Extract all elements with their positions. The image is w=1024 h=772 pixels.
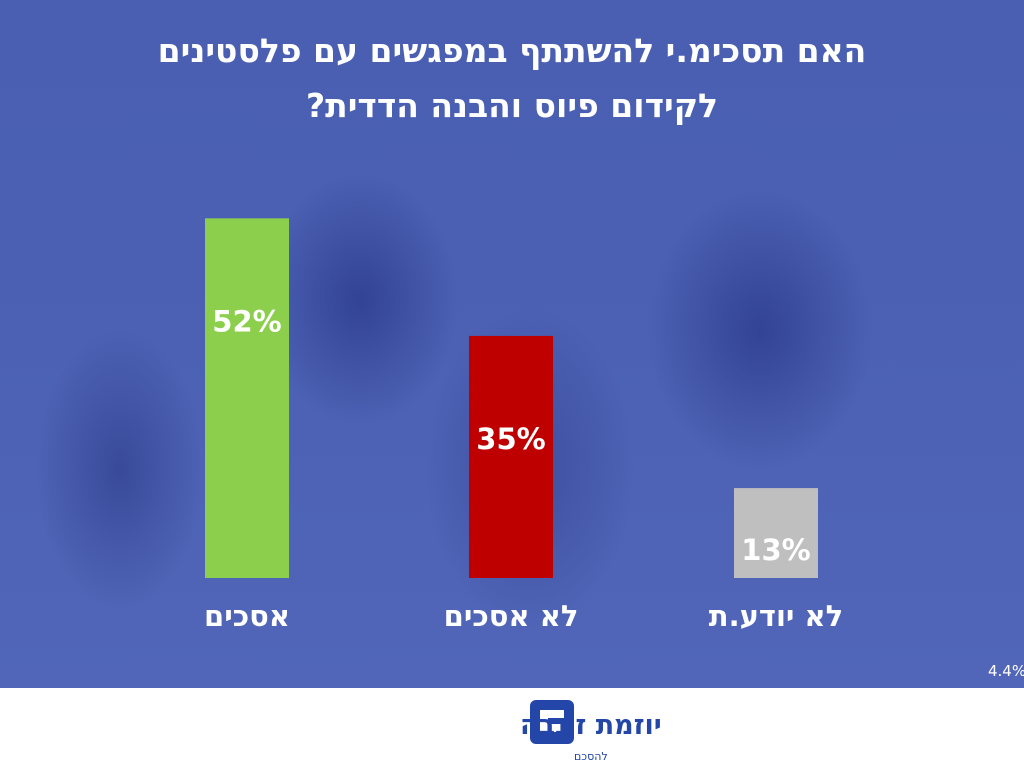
logo-name: יוזמת ז'נבה <box>520 710 662 741</box>
bar-chart: האם תסכימ.י להשתתף במפגשים עם פלסטינים ל… <box>158 31 1024 680</box>
logo: להסכם יוזמת ז'נבה <box>520 700 662 763</box>
chart-title-line-2: לקידום פיוס והבנה הדדית? <box>306 86 718 125</box>
value-label-2: 35% <box>476 422 545 456</box>
background-photo: האם תסכימ.י להשתתף במפגשים עם פלסטינים ל… <box>0 0 1024 688</box>
logo-mark-icon <box>530 700 574 744</box>
category-labels: אסכים לא אסכים לא יודע.ת <box>204 599 843 633</box>
logo-tagline: להסכם <box>574 750 608 763</box>
category-label-3: לא יודע.ת <box>709 599 843 633</box>
footer: להסכם יוזמת ז'נבה <box>0 688 1024 768</box>
chart-title-line-1: האם תסכימ.י להשתתף במפגשים עם פלסטינים <box>158 31 867 70</box>
bars <box>205 218 818 579</box>
category-label-2: לא אסכים <box>444 599 579 633</box>
bar-2 <box>469 335 553 578</box>
bar-1 <box>205 218 289 579</box>
value-labels: 52% 35% 13% <box>212 304 810 567</box>
category-label-1: אסכים <box>204 599 290 633</box>
bar-3 <box>734 488 818 578</box>
value-label-1: 52% <box>212 304 281 338</box>
source-note: מתוך סקר מכון 'מדגם' עבור יוזמת ז'נבה, ש… <box>988 662 1024 680</box>
value-label-3: 13% <box>741 533 810 567</box>
chart-title: האם תסכימ.י להשתתף במפגשים עם פלסטינים ל… <box>158 31 867 125</box>
